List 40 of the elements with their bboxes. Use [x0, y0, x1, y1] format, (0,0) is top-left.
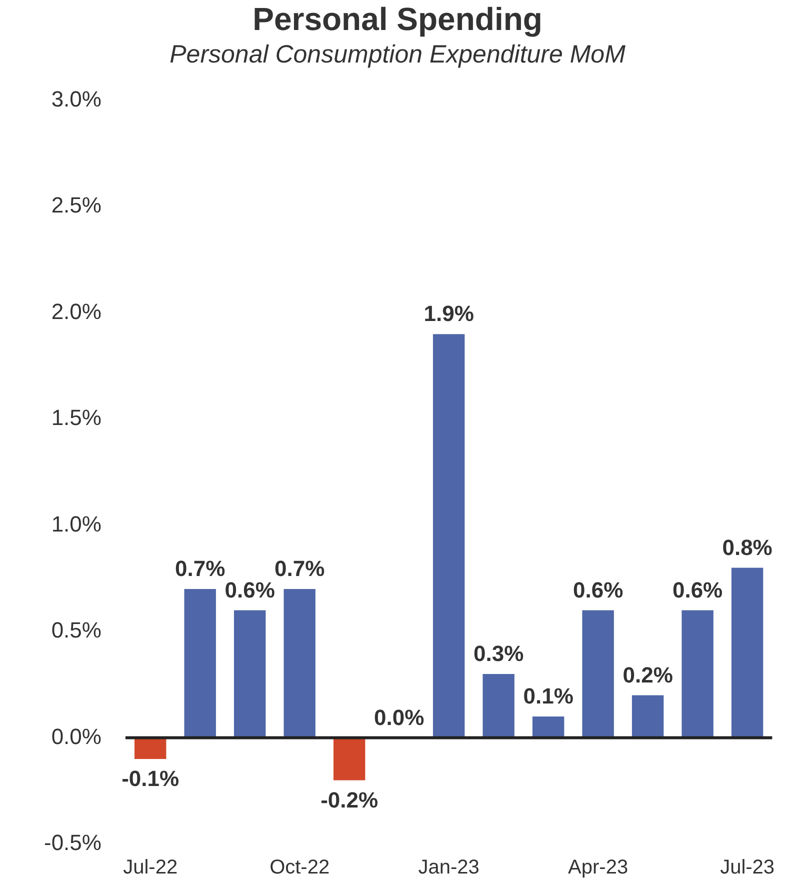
data-label: 0.6%	[572, 577, 624, 602]
bar	[134, 738, 166, 760]
y-tick-label: -0.5%	[44, 830, 102, 856]
data-label: 1.9%	[424, 301, 474, 326]
x-tick-label: Jul-22	[123, 856, 178, 879]
bar	[333, 738, 366, 780]
bar	[234, 610, 266, 738]
data-label: 0.6%	[672, 577, 723, 602]
bar	[582, 610, 614, 738]
x-tick-label: Jan-23	[418, 856, 480, 879]
bar	[731, 568, 764, 738]
bar	[432, 334, 465, 738]
bar	[184, 589, 216, 738]
y-tick-label: 0.5%	[51, 618, 102, 643]
y-tick-label: 3.0%	[51, 86, 102, 112]
bar	[682, 610, 714, 738]
data-label: -0.2%	[320, 787, 378, 812]
x-tick-label: Jul-23	[720, 856, 775, 879]
data-label: -0.1%	[122, 766, 180, 792]
y-tick-label: 1.0%	[51, 511, 102, 536]
y-tick-label: 2.0%	[51, 298, 102, 324]
data-label: 0.3%	[473, 641, 524, 666]
x-tick-label: Oct-22	[270, 856, 330, 879]
data-label: 0.6%	[224, 577, 275, 602]
data-label: 0.7%	[274, 556, 325, 582]
bar	[284, 589, 316, 738]
data-label: 0.8%	[722, 534, 772, 560]
data-label: 0.2%	[622, 662, 673, 688]
y-tick-label: 1.5%	[51, 405, 102, 430]
data-label: 0.7%	[175, 556, 226, 582]
chart-subtitle: Personal Consumption Expenditure MoM	[170, 40, 626, 68]
bar	[482, 674, 514, 738]
chart-title: Personal Spending	[252, 1, 542, 38]
data-label: 0.1%	[523, 684, 574, 709]
bar	[632, 695, 664, 738]
bar	[532, 716, 564, 738]
data-label: 0.0%	[374, 704, 424, 730]
x-tick-label: Apr-23	[568, 856, 628, 879]
y-tick-label: 0.0%	[51, 724, 102, 749]
y-tick-label: 2.5%	[51, 192, 102, 218]
